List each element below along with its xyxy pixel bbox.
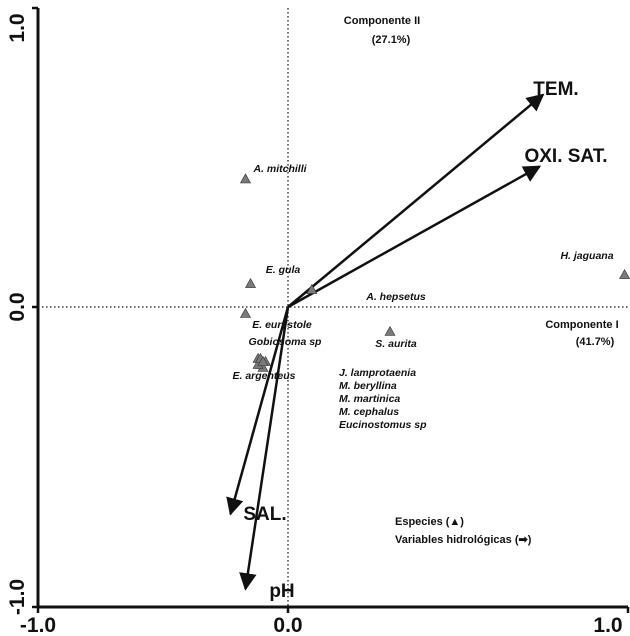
component-i-label: Componente I xyxy=(545,319,618,331)
species-marker xyxy=(239,307,252,318)
species-label: Gobiosoma sp xyxy=(249,336,323,348)
species-label: H. jaguana xyxy=(560,250,613,262)
species-marker xyxy=(306,283,318,294)
species-marker xyxy=(257,355,269,366)
species-marker xyxy=(384,325,396,336)
species-label: E. argenteus xyxy=(232,370,295,382)
x-tick-label: 1.0 xyxy=(593,614,622,636)
species-label: M. martinica xyxy=(339,393,400,405)
y-tick-label: 0.0 xyxy=(6,292,29,321)
component-ii-label: Componente II xyxy=(344,15,420,27)
component-i-variance: (41.7%) xyxy=(576,336,615,348)
vector-label: OXI. SAT. xyxy=(524,146,607,167)
species-label: E. gula xyxy=(266,264,301,276)
species-label: Eucinostomus sp xyxy=(339,419,427,431)
vector-arrow xyxy=(287,165,542,309)
vector-label: pH xyxy=(269,581,294,602)
species-label: A. mitchilli xyxy=(252,163,307,175)
y-tick-label: -1.0 xyxy=(6,579,29,615)
x-tick-label: 0.0 xyxy=(273,614,302,636)
species-label: E. eurystole xyxy=(252,319,312,331)
species-marker xyxy=(239,173,252,184)
vector-label: TEM. xyxy=(533,79,578,100)
vector-arrow xyxy=(287,93,545,308)
legend-variables: Variables hidrológicas (➡) xyxy=(395,534,532,546)
component-ii-variance: (27.1%) xyxy=(372,34,411,46)
y-tick-label: 1.0 xyxy=(6,13,29,42)
x-tick-label: -1.0 xyxy=(20,614,56,636)
species-label: S. aurita xyxy=(375,338,417,350)
legend-species: Especies (▲) xyxy=(395,516,464,528)
vector-label: SAL. xyxy=(243,504,286,525)
vector-arrow xyxy=(239,306,290,591)
species-marker xyxy=(619,268,630,279)
species-label: M. beryllina xyxy=(339,380,397,392)
species-marker xyxy=(244,277,257,288)
vector-arrow xyxy=(226,306,290,516)
species-label: M. cephalus xyxy=(339,406,399,418)
species-label: A. hepsetus xyxy=(365,291,426,303)
species-label: J. lamprotaenia xyxy=(339,367,416,379)
